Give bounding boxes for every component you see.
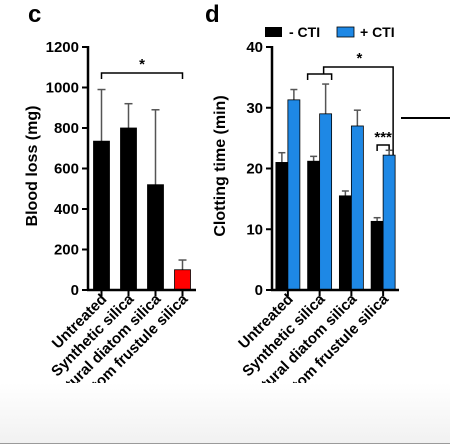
significance-label-d: *: [356, 50, 362, 67]
legend-swatch-minus-cti: [265, 27, 282, 37]
y-tick-label-c: 1200: [46, 39, 79, 56]
significance-d: ****: [306, 50, 394, 212]
axes-d: [270, 46, 399, 296]
axes-c: [86, 46, 196, 296]
bar-plus-cti: [350, 125, 364, 291]
significance-bracket-pair-d: [376, 144, 390, 151]
error-bars-d: [278, 83, 393, 222]
panel-letter-c: c: [28, 1, 41, 28]
bar-minus-cti: [275, 162, 289, 291]
bar-c: [147, 184, 164, 291]
bar-plus-cti: [287, 99, 301, 291]
y-tick-label-c: 1000: [46, 80, 79, 97]
legend-label-plus-cti: + CTI: [360, 24, 395, 40]
window-bottom-edge: [0, 383, 450, 444]
significance-bracket-c: [100, 72, 184, 79]
y-tick-label-c: 0: [71, 282, 79, 299]
y-tick-label-d: 10: [246, 221, 263, 238]
y-tick-label-c: 600: [54, 161, 79, 178]
legend-swatch-plus-cti: [336, 26, 355, 38]
bars-d: [275, 99, 396, 291]
chart-c: c Blood loss (mg) 020040060080010001200 …: [24, 1, 196, 383]
y-axis-title-d: Clotting time (min): [212, 95, 229, 236]
bar-c: [120, 127, 137, 291]
y-axis-title-c: Blood loss (mg): [24, 106, 41, 227]
bar-plus-cti: [382, 154, 396, 291]
y-tick-label-d: 0: [255, 282, 263, 299]
y-ticks-c: 0 200 400 600 800 1000 1200: [46, 39, 88, 299]
y-tick-label-d: 20: [246, 161, 263, 178]
bar-c: [93, 140, 110, 291]
bar-plus-cti: [319, 113, 333, 291]
bars-c: [93, 127, 191, 291]
bar-c: [174, 269, 191, 291]
y-ticks-d: 0 10 20 30 40: [246, 39, 272, 299]
y-tick-label-c: 800: [54, 120, 79, 137]
panel-letter-d: d: [205, 1, 220, 28]
y-tick-label-c: 400: [54, 201, 79, 218]
legend-label-minus-cti: - CTI: [289, 24, 320, 40]
chart-d: d - CTI + CTI Clotting time (min) 0 10 20 3…: [205, 1, 450, 383]
significance-bracket-group-d: [306, 73, 333, 80]
significance-bracket-d: [322, 66, 394, 212]
error-bars-c: [97, 88, 187, 270]
figure: c Blood loss (mg) 020040060080010001200 …: [24, 1, 450, 383]
bar-minus-cti: [338, 195, 352, 291]
significance-c: *: [100, 56, 184, 79]
y-tick-label-d: 30: [246, 100, 263, 117]
significance-label-c: *: [139, 56, 145, 73]
y-tick-label-c: 200: [54, 242, 79, 259]
bar-minus-cti: [370, 220, 384, 291]
significance-label-pair-d: ***: [374, 129, 392, 146]
legend-d: - CTI + CTI: [265, 24, 395, 40]
bar-minus-cti: [307, 160, 321, 291]
y-tick-label-d: 40: [246, 39, 263, 56]
